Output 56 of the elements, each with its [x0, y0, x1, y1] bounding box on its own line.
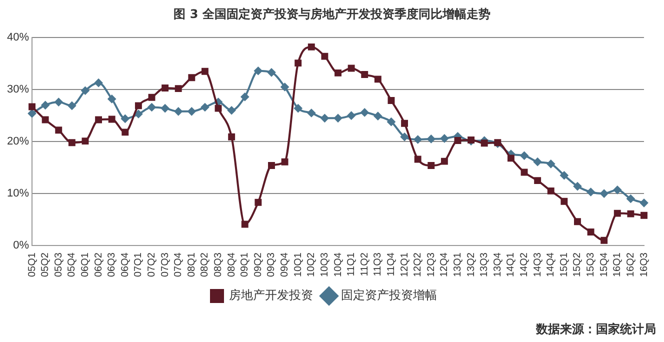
- chart-title: 图 3 全国固定资产投资与房地产开发投资季度同比增幅走势: [172, 6, 492, 23]
- x-tick-label: 06Q4: [120, 252, 131, 278]
- x-tick-label: 10Q2: [306, 252, 318, 278]
- x-tick-label: 11Q2: [359, 252, 370, 276]
- x-tick-label: 11Q1: [346, 252, 358, 276]
- x-tick-label: 15Q4: [598, 252, 610, 278]
- y-tick-label: 20%: [6, 136, 30, 148]
- x-tick-label: 07Q3: [160, 252, 171, 278]
- x-tick-label: 12Q4: [439, 252, 450, 278]
- x-tick-label: 13Q1: [452, 252, 464, 278]
- x-tick-label: 14Q1: [506, 252, 517, 278]
- x-tick-label: 12Q1: [399, 252, 410, 278]
- x-tick-label: 13Q3: [479, 252, 490, 278]
- x-tick-label: 08Q3: [213, 252, 224, 278]
- y-tick-label: 40%: [6, 32, 30, 44]
- x-tick-label: 15Q1: [558, 252, 570, 278]
- y-tick-label: 10%: [6, 188, 30, 200]
- x-tick-label: 11Q3: [372, 252, 384, 276]
- x-tick-label: 11Q4: [386, 252, 397, 276]
- x-tick-label: 09Q2: [252, 252, 264, 278]
- x-tick-label: 10Q3: [319, 252, 330, 278]
- legend-label: 房地产开发投资: [229, 288, 313, 302]
- x-tick-label: 06Q1: [80, 252, 91, 278]
- x-tick-label: 08Q2: [200, 252, 211, 278]
- x-tick-label: 15Q2: [572, 252, 584, 278]
- x-tick-label: 15Q3: [586, 252, 597, 278]
- x-tick-label: 08Q1: [186, 252, 198, 278]
- x-tick-label: 07Q4: [173, 252, 184, 278]
- x-tick-label: 16Q1: [612, 252, 624, 278]
- x-tick-label: 10Q1: [292, 252, 304, 278]
- x-tick-label: 13Q2: [466, 252, 477, 278]
- x-tick-label: 16Q2: [625, 252, 636, 278]
- x-tick-label: 05Q3: [53, 252, 64, 278]
- legend-label: 固定资产投资增幅: [341, 288, 437, 302]
- x-tick-label: 09Q4: [280, 252, 291, 278]
- x-tick-label: 14Q3: [532, 252, 544, 278]
- x-tick-label: 10Q4: [332, 252, 344, 278]
- x-tick-label: 13Q4: [492, 252, 504, 278]
- y-tick-label: 30%: [6, 84, 30, 96]
- x-tick-label: 12Q3: [426, 252, 437, 278]
- x-tick-label: 09Q3: [266, 252, 278, 278]
- x-tick-label: 07Q2: [146, 252, 158, 278]
- source-note: 数据来源：国家统计局: [536, 321, 656, 338]
- x-tick-label: 08Q4: [226, 252, 238, 278]
- x-tick-label: 05Q4: [66, 252, 78, 278]
- x-tick-label: 09Q1: [240, 252, 251, 278]
- x-tick-label: 14Q4: [546, 252, 557, 278]
- x-tick-label: 06Q3: [106, 252, 118, 278]
- x-tick-label: 05Q2: [40, 252, 52, 278]
- x-tick-label: 12Q2: [412, 252, 424, 278]
- x-tick-label: 07Q1: [133, 252, 144, 278]
- y-tick-label: 0%: [13, 240, 30, 252]
- x-tick-label: 14Q2: [519, 252, 530, 278]
- x-tick-label: 16Q3: [638, 252, 650, 278]
- x-tick-label: 06Q2: [93, 252, 104, 278]
- x-tick-label: 05Q1: [26, 252, 38, 278]
